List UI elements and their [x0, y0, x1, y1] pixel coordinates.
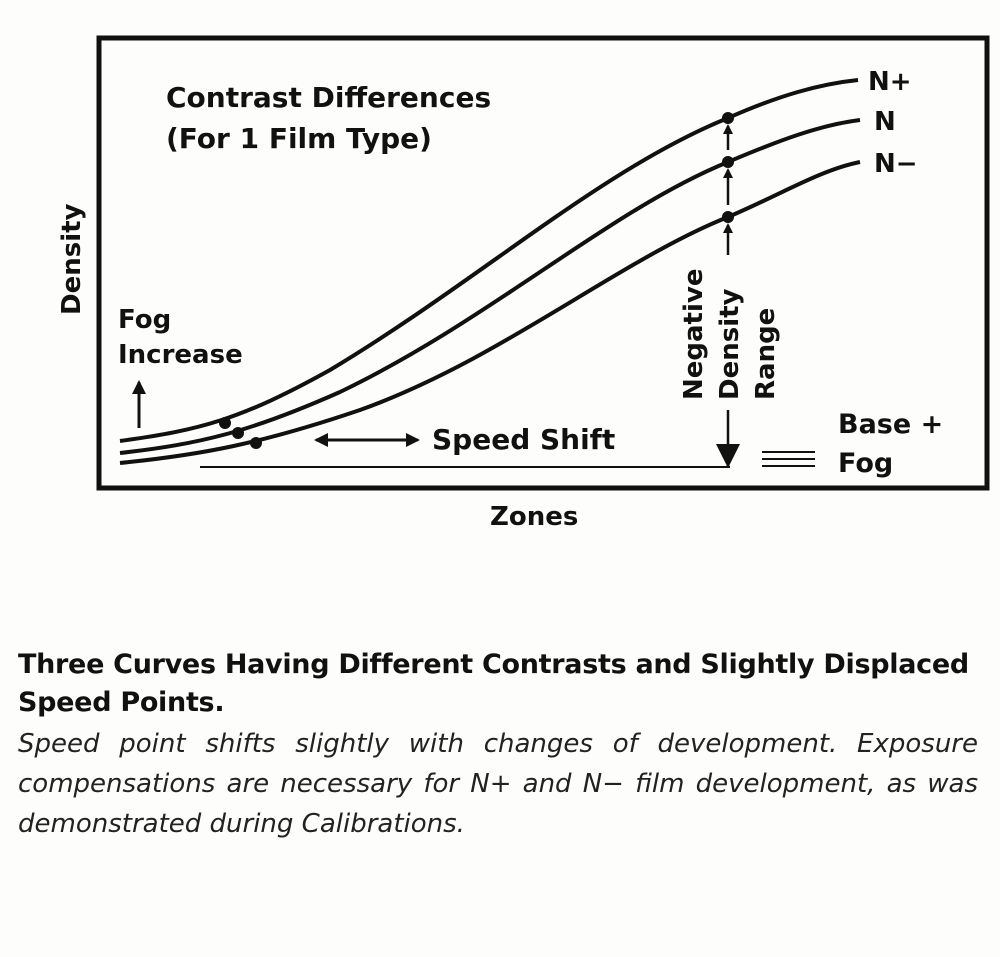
- diagram-title-line1: Contrast Differences: [166, 81, 491, 114]
- speed-point-n-minus: [250, 437, 262, 449]
- curve-label-n-minus: N−: [874, 149, 918, 179]
- base-fog-label-line1: Base +: [838, 409, 943, 440]
- fog-increase-label-line2: Increase: [118, 340, 243, 370]
- range-label-line1: Negative: [679, 269, 709, 400]
- diagram-title-line2: (For 1 Film Type): [166, 122, 432, 155]
- curve-n-plus: [119, 78, 859, 443]
- figure-caption: Three Curves Having Different Contrasts …: [18, 646, 978, 844]
- base-fog-label-line2: Fog: [838, 448, 893, 479]
- range-label-line3: Range: [751, 308, 781, 400]
- curve-label-n: N: [874, 107, 896, 137]
- caption-body: Speed point shifts slightly with changes…: [18, 729, 978, 839]
- range-point-n: [722, 156, 734, 168]
- speed-point-n: [232, 427, 244, 439]
- range-point-n-plus: [722, 112, 734, 124]
- curve-label-n-plus: N+: [868, 67, 912, 97]
- curve-n-minus: [119, 160, 861, 465]
- speed-point-n-plus: [219, 417, 231, 429]
- base-fog-marks: [762, 451, 815, 467]
- range-point-n-minus: [722, 211, 734, 223]
- diagram-frame: [96, 35, 990, 491]
- fog-increase-label-line1: Fog: [118, 305, 171, 335]
- speed-shift-label: Speed Shift: [432, 423, 615, 456]
- caption-title: Three Curves Having Different Contrasts …: [18, 649, 969, 718]
- range-label-line2: Density: [715, 288, 745, 400]
- y-axis-label: Density: [57, 203, 87, 315]
- curve-n: [119, 118, 861, 455]
- x-axis-label: Zones: [490, 502, 578, 532]
